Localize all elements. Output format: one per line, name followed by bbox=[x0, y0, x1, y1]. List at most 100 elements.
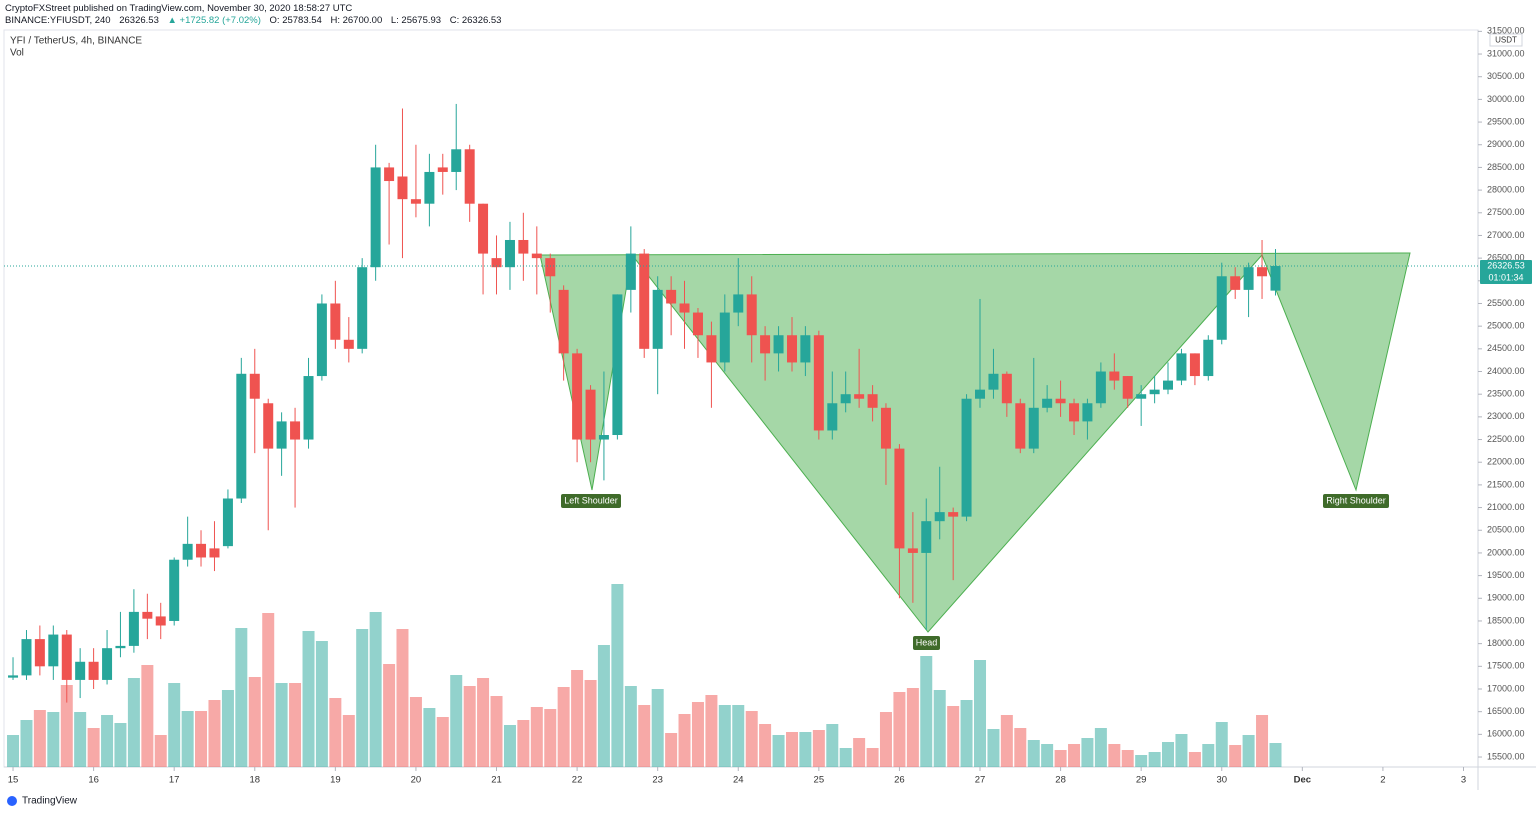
y-tick-label: 31000.00 bbox=[1487, 48, 1525, 58]
label-box bbox=[561, 494, 621, 508]
candle-body bbox=[961, 398, 972, 517]
candle-body bbox=[921, 521, 932, 553]
candle-body bbox=[128, 611, 139, 646]
candle-body bbox=[88, 661, 99, 680]
volume-bar bbox=[436, 717, 449, 767]
y-tick-label: 17500.00 bbox=[1487, 661, 1525, 671]
candle-body bbox=[1015, 403, 1026, 449]
candle-body bbox=[330, 303, 341, 340]
candle-body bbox=[478, 203, 489, 254]
volume-bar bbox=[920, 656, 933, 767]
candle-body bbox=[1028, 407, 1039, 449]
volume-bar bbox=[906, 688, 919, 767]
x-tick-label: 26 bbox=[894, 775, 905, 786]
candle-body bbox=[894, 448, 905, 549]
volume-bar bbox=[1175, 734, 1188, 767]
candle-body bbox=[988, 373, 999, 390]
volume-bar bbox=[289, 683, 302, 767]
volume-bar bbox=[463, 686, 476, 767]
candle-body bbox=[545, 258, 556, 277]
volume-bar bbox=[597, 645, 610, 767]
volume-bar bbox=[772, 735, 785, 767]
volume-bar bbox=[503, 725, 516, 767]
x-tick-label: 25 bbox=[814, 775, 825, 786]
volume-bar bbox=[1108, 744, 1121, 767]
price-tag bbox=[1480, 259, 1532, 284]
volume-bar bbox=[1135, 755, 1148, 767]
candle-body bbox=[639, 253, 650, 349]
candle-body bbox=[236, 373, 247, 499]
volume-bar bbox=[1256, 715, 1269, 767]
y-tick-label: 18500.00 bbox=[1487, 615, 1525, 625]
volume-bar bbox=[1121, 750, 1134, 767]
candle-body bbox=[370, 167, 381, 268]
candle-body bbox=[424, 171, 435, 204]
volume-bar bbox=[302, 631, 315, 767]
candle-body bbox=[48, 634, 59, 667]
volume-bar bbox=[1081, 738, 1094, 767]
y-tick-label: 22500.00 bbox=[1487, 434, 1525, 444]
volume-bar bbox=[1027, 740, 1040, 767]
y-tick-label: 16000.00 bbox=[1487, 729, 1525, 739]
x-tick-label: 29 bbox=[1136, 775, 1147, 786]
volume-bar bbox=[960, 700, 973, 767]
candle-body bbox=[451, 149, 462, 172]
legend-title: YFI / TetherUS, 4h, BINANCE bbox=[10, 36, 142, 47]
volume-bar bbox=[665, 733, 678, 767]
candle-body bbox=[102, 648, 113, 680]
candle-body bbox=[1069, 403, 1080, 422]
candle-body bbox=[666, 289, 677, 304]
candle-body bbox=[209, 548, 220, 558]
volume-bar bbox=[262, 613, 275, 767]
candle-body bbox=[1176, 353, 1187, 381]
volume-bar bbox=[799, 732, 812, 767]
unit-box bbox=[1489, 33, 1523, 47]
price-tag-label: 26326.53 bbox=[1487, 260, 1525, 270]
volume-bar bbox=[423, 708, 436, 767]
x-tick-label: 22 bbox=[572, 775, 583, 786]
candle-body bbox=[8, 675, 19, 678]
volume-bar bbox=[315, 641, 328, 767]
volume-bar bbox=[812, 730, 825, 767]
low: L: 25675.93 bbox=[390, 15, 442, 26]
volume-bar bbox=[1269, 743, 1282, 767]
volume-bar bbox=[114, 723, 127, 767]
x-tick-label: 18 bbox=[249, 775, 260, 786]
candle-body bbox=[598, 435, 609, 440]
y-tick-label: 23000.00 bbox=[1487, 411, 1525, 421]
candle-body bbox=[437, 167, 448, 172]
y-tick-label: 26000.00 bbox=[1487, 275, 1525, 285]
volume-bar bbox=[1242, 735, 1255, 767]
y-tick-label: 27500.00 bbox=[1487, 207, 1525, 217]
candle-body bbox=[410, 199, 421, 204]
y-tick-label: 20500.00 bbox=[1487, 525, 1525, 535]
x-tick-label: 21 bbox=[491, 775, 502, 786]
annotation: Left Shoulder bbox=[564, 495, 618, 505]
candle-body bbox=[1230, 276, 1241, 290]
volume-bar bbox=[759, 724, 772, 767]
candle-body bbox=[222, 498, 233, 547]
volume-bar bbox=[195, 711, 208, 767]
candle-body bbox=[800, 335, 811, 363]
candle-body bbox=[840, 394, 851, 404]
volume-bar bbox=[409, 697, 422, 767]
x-tick-label: 20 bbox=[411, 775, 422, 786]
y-tick-label: 21500.00 bbox=[1487, 479, 1525, 489]
volume-bar bbox=[181, 711, 194, 767]
volume-bar bbox=[342, 715, 355, 767]
x-tick-label: 16 bbox=[88, 775, 99, 786]
y-tick-label: 15500.00 bbox=[1487, 751, 1525, 761]
volume-bar bbox=[893, 692, 906, 767]
candle-body bbox=[155, 616, 166, 626]
y-tick-label: 28000.00 bbox=[1487, 184, 1525, 194]
volume-bar bbox=[1014, 728, 1027, 767]
volume-bar bbox=[1068, 744, 1081, 767]
candle-body bbox=[813, 335, 824, 431]
y-tick-label: 24000.00 bbox=[1487, 366, 1525, 376]
candle-body bbox=[1203, 339, 1214, 377]
volume-bar bbox=[611, 584, 624, 767]
volume-bar bbox=[933, 690, 946, 767]
label-box bbox=[1323, 494, 1389, 508]
y-tick-label: 23500.00 bbox=[1487, 389, 1525, 399]
candle-body bbox=[21, 639, 32, 676]
